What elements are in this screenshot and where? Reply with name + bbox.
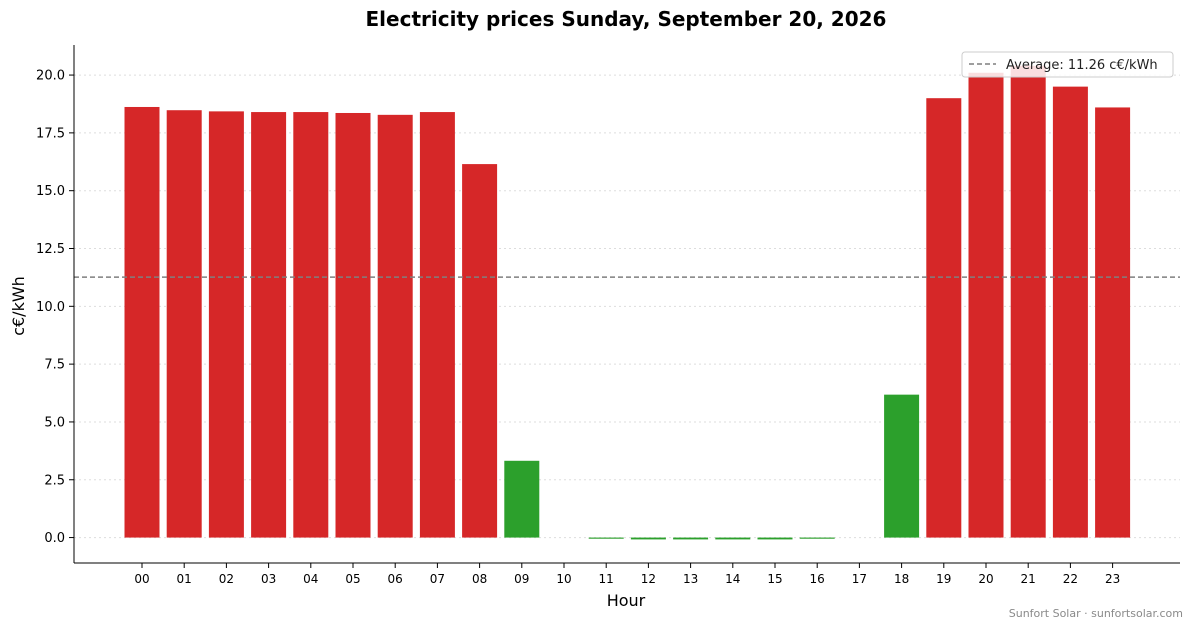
x-tick-label: 19: [936, 572, 951, 586]
bar-hour-05: [335, 112, 371, 538]
x-tick-label: 11: [599, 572, 614, 586]
x-tick-label: 17: [852, 572, 867, 586]
y-tick-label: 0.0: [44, 531, 65, 546]
bar-hour-04: [293, 112, 329, 538]
credit-text: Sunfort Solar · sunfortsolar.com: [1009, 607, 1183, 620]
x-tick-label: 10: [556, 572, 571, 586]
x-tick-label: 07: [430, 572, 445, 586]
x-tick-label: 06: [388, 572, 403, 586]
bar-hour-21: [1010, 65, 1046, 538]
x-tick-label: 03: [261, 572, 276, 586]
x-tick-label: 08: [472, 572, 487, 586]
bar-hour-14: [715, 537, 751, 540]
bar-hour-11: [588, 537, 624, 539]
y-tick-label: 2.5: [44, 473, 65, 488]
y-tick-label: 10.0: [36, 300, 65, 315]
x-axis-label: Hour: [607, 591, 646, 610]
bar-hour-18: [884, 394, 920, 538]
bar-hour-08: [462, 164, 498, 538]
bar-hour-09: [504, 460, 540, 538]
bar-hour-01: [166, 110, 202, 538]
x-tick-label: 02: [219, 572, 234, 586]
x-tick-label: 04: [303, 572, 318, 586]
bar-hour-07: [419, 112, 455, 538]
y-tick-label: 15.0: [36, 184, 65, 199]
x-tick-label: 09: [514, 572, 529, 586]
x-tick-label: 15: [767, 572, 782, 586]
x-tick-label: 18: [894, 572, 909, 586]
x-tick-label: 12: [641, 572, 656, 586]
x-tick-label: 20: [978, 572, 993, 586]
x-tick-label: 23: [1105, 572, 1120, 586]
x-tick-label: 21: [1021, 572, 1036, 586]
x-tick-label: 00: [134, 572, 149, 586]
legend-box: [961, 51, 1174, 78]
bar-hour-02: [208, 111, 244, 538]
bar-hour-19: [926, 98, 962, 538]
bar-hour-12: [630, 537, 666, 540]
axes-layer: [73, 45, 1180, 564]
bar-hour-22: [1052, 86, 1088, 538]
y-tick-label: 20.0: [36, 69, 65, 84]
x-tick-label: 16: [810, 572, 825, 586]
bars-layer: [124, 65, 1131, 540]
y-tick-label: 12.5: [36, 242, 65, 257]
bar-hour-23: [1095, 107, 1131, 538]
legend-label: Average: 11.26 c€/kWh: [1006, 58, 1158, 73]
x-tick-label: 01: [177, 572, 192, 586]
x-tick-label: 13: [683, 572, 698, 586]
y-tick-label: 7.5: [44, 358, 65, 373]
bar-hour-16: [799, 537, 835, 539]
x-tick-label: 14: [725, 572, 740, 586]
bar-hour-13: [673, 537, 709, 540]
y-tick-label: 17.5: [36, 126, 65, 141]
y-axis-label: c€/kWh: [9, 276, 28, 336]
bar-hour-06: [377, 114, 413, 538]
bar-hour-00: [124, 106, 160, 538]
y-tick-label: 5.0: [44, 415, 65, 430]
legend: Average: 11.26 c€/kWh: [961, 51, 1174, 78]
chart-title: Electricity prices Sunday, September 20,…: [366, 7, 887, 31]
x-tick-layer: 00 01 02 03 04 05 06 07 08 09 10 11 12 13 14 15 16 17 18 19…: [134, 563, 1120, 586]
x-tick-label: 22: [1063, 572, 1078, 586]
y-tick-layer: 0.0 2.5 5.0 7.5 10.0 12.5 15.0 17.5 20.0: [36, 69, 74, 546]
bar-hour-03: [251, 112, 287, 538]
bar-hour-15: [757, 537, 793, 540]
x-tick-label: 05: [345, 572, 360, 586]
bar-hour-20: [968, 72, 1004, 538]
